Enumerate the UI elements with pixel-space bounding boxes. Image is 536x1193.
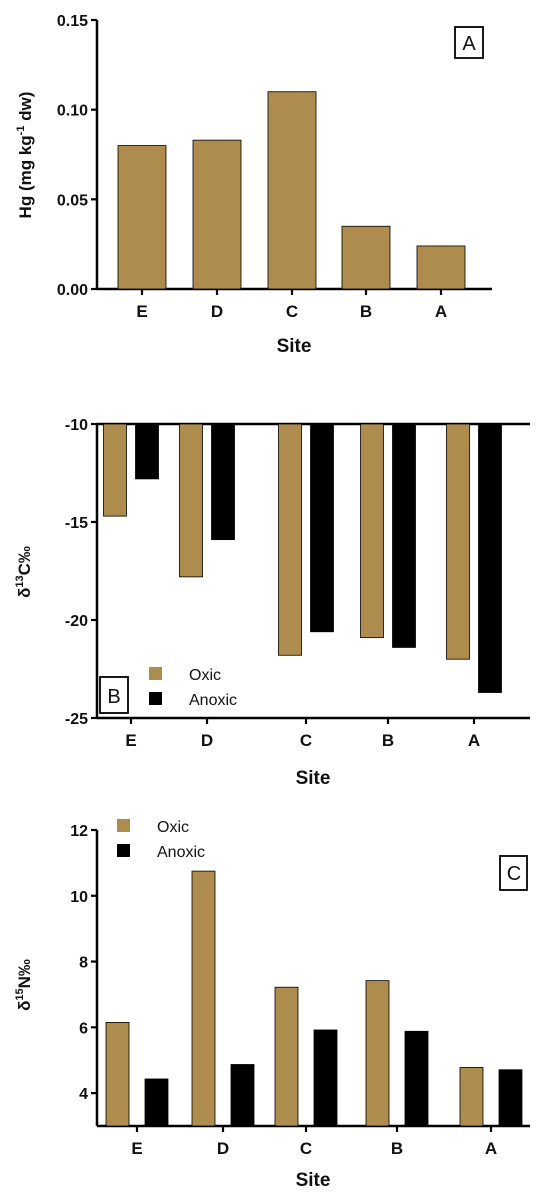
y-tick-label: 0.15 — [57, 13, 88, 30]
bar-anoxic-B — [392, 423, 416, 648]
x-tick-label: B — [360, 302, 372, 321]
y-tick-label: 4 — [79, 1086, 88, 1103]
y-tick-label: 6 — [79, 1020, 88, 1037]
x-tick-label: D — [201, 731, 213, 750]
y-tick-label: -20 — [65, 613, 88, 630]
chart-panel-c: 4 6 8 10 12 E D C B A Site δ15N‰ C Oxic Anoxic — [14, 819, 530, 1191]
panel-b-legend-oxic-swatch — [149, 667, 162, 680]
y-tick-label: 0.10 — [57, 103, 88, 120]
bar-anoxic-C — [313, 1029, 338, 1127]
bar-anoxic-B — [404, 1030, 429, 1127]
panel-c-x-label: Site — [296, 1170, 331, 1191]
bar-oxic-A — [459, 1067, 484, 1127]
panel-a-y-ticks: 0.00 0.05 0.10 0.15 — [57, 13, 97, 299]
x-tick-label: A — [485, 1139, 497, 1158]
bar-value-E — [117, 145, 167, 290]
panel-c-label-box — [499, 855, 528, 891]
bar-oxic-E — [103, 423, 127, 517]
panel-b-y-label: δ13C‰ — [14, 546, 34, 598]
panel-c-legend-oxic-swatch — [117, 819, 130, 832]
panel-c-y-ticks: 4 6 8 10 12 — [70, 823, 97, 1103]
panel-b-legend-anoxic-label: Anoxic — [189, 692, 237, 709]
panel-b-legend-oxic-label: Oxic — [189, 667, 221, 684]
bar-oxic-D — [179, 423, 203, 578]
x-tick-label: E — [125, 731, 136, 750]
panel-c-legend-anoxic-label: Anoxic — [157, 844, 205, 861]
panel-c-legend-oxic-label: Oxic — [157, 819, 189, 836]
y-tick-label: 12 — [70, 823, 88, 840]
bar-oxic-E — [105, 1022, 130, 1127]
y-tick-label: -25 — [65, 711, 88, 728]
panel-b-label-box — [99, 676, 129, 714]
bar-anoxic-C — [310, 423, 334, 633]
bar-anoxic-D — [211, 423, 235, 541]
bar-oxic-C — [278, 423, 302, 656]
bar-oxic-A — [446, 423, 470, 660]
x-tick-label: C — [286, 302, 298, 321]
bar-value-B — [341, 225, 391, 290]
bar-value-A — [416, 245, 466, 290]
x-tick-label: C — [300, 731, 312, 750]
y-tick-label: 10 — [70, 889, 88, 906]
bar-value-C — [267, 91, 317, 290]
bar-anoxic-D — [230, 1064, 255, 1127]
panel-b-label: B — [107, 686, 120, 708]
x-tick-label: D — [211, 302, 223, 321]
y-tick-label: 8 — [79, 955, 88, 972]
bar-anoxic-E — [135, 423, 159, 480]
panel-b-bars — [103, 423, 502, 693]
y-tick-label: -10 — [65, 417, 88, 434]
panel-a-y-label: Hg (mg kg-1 dw) — [15, 92, 35, 219]
x-tick-label: C — [300, 1139, 312, 1158]
x-tick-label: A — [468, 731, 480, 750]
bar-anoxic-A — [498, 1069, 523, 1127]
panel-a-label-box — [454, 26, 484, 59]
x-tick-label: D — [217, 1139, 229, 1158]
bar-anoxic-E — [144, 1078, 169, 1127]
y-tick-label: 0.00 — [57, 282, 88, 299]
panel-c-y-label: δ15N‰ — [14, 959, 34, 1011]
x-tick-label: B — [391, 1139, 403, 1158]
panel-b-x-label: Site — [296, 768, 331, 789]
bar-value-D — [192, 139, 242, 290]
panel-c-bars — [105, 870, 523, 1127]
panel-c-legend-anoxic-swatch — [117, 844, 130, 857]
panel-a-bars — [117, 91, 466, 290]
chart-panel-b: -25 -20 -15 -10 E D C B A Site δ13C‰ B Oxic Ano… — [14, 417, 530, 789]
y-tick-label: 0.05 — [57, 192, 88, 209]
x-tick-label: E — [131, 1139, 142, 1158]
bar-oxic-B — [360, 423, 384, 639]
panel-c-label: C — [507, 863, 521, 885]
bar-anoxic-A — [478, 423, 502, 693]
panel-b-y-ticks: -25 -20 -15 -10 — [65, 417, 97, 728]
y-tick-label: -15 — [65, 515, 88, 532]
bar-oxic-D — [191, 870, 216, 1127]
panel-a-x-label: Site — [277, 336, 312, 357]
x-tick-label: E — [136, 302, 147, 321]
x-tick-label: B — [382, 731, 394, 750]
panel-a-label: A — [462, 33, 476, 55]
x-tick-label: A — [435, 302, 447, 321]
bar-oxic-C — [274, 986, 299, 1127]
chart-panel-a: 0.00 0.05 0.10 0.15 E D C B A Site Hg (mg kg-1 … — [15, 13, 492, 357]
panel-b-legend-anoxic-swatch — [149, 692, 162, 705]
bar-oxic-B — [365, 980, 390, 1127]
